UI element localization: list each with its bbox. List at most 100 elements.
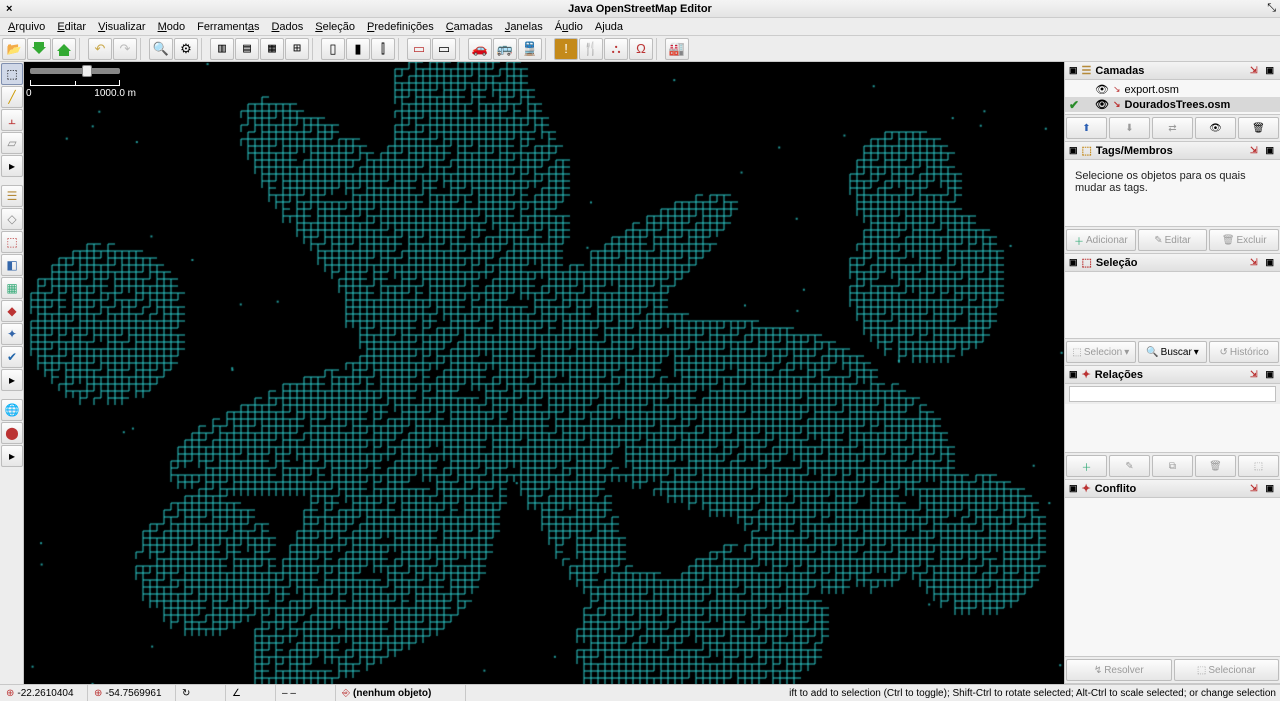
highlight1-button[interactable]: ▯ [321, 38, 345, 60]
tags-close[interactable]: ▣ [1263, 145, 1276, 156]
menu-predefinições[interactable]: Predefinições [361, 19, 440, 35]
relations-pin[interactable]: ⇲ [1248, 369, 1260, 380]
layers-toggle[interactable]: ☰ [1, 185, 23, 207]
layer-row[interactable]: 👁 ↘ export.osm [1065, 82, 1280, 97]
download-button[interactable] [27, 38, 51, 60]
layer-delete-button[interactable]: 🗑 [1238, 117, 1279, 139]
wireframe3-button[interactable]: ▦ [260, 38, 284, 60]
food-preset-button[interactable]: 🍴 [579, 38, 603, 60]
conflict-collapse[interactable]: ▣ [1069, 483, 1078, 494]
menu-ajuda[interactable]: Ajuda [589, 19, 629, 35]
menu-modo[interactable]: Modo [152, 19, 192, 35]
pin-tool[interactable]: ⬤ [1, 422, 23, 444]
relations-icon: ✦ [1082, 368, 1091, 381]
wireframe1-button[interactable]: ▥ [210, 38, 234, 60]
industry-preset-button[interactable]: 🏭 [665, 38, 689, 60]
selection-list-toggle[interactable]: ⬚ [1, 231, 23, 253]
layers-close[interactable]: ▣ [1263, 65, 1276, 76]
relation-edit-button[interactable]: ✎ [1109, 455, 1150, 477]
selection-search-button[interactable]: 🔍Buscar▾ [1138, 341, 1208, 363]
wireframe4-button[interactable]: ⊞ [285, 38, 309, 60]
tags-pin[interactable]: ⇲ [1248, 145, 1260, 156]
open-button[interactable] [2, 38, 26, 60]
paint-style-toggle[interactable]: ◧ [1, 254, 23, 276]
eye-icon[interactable]: 👁 [1095, 98, 1109, 111]
conflict-resolve-button[interactable]: ↯Resolver [1066, 659, 1172, 681]
wall-preset-button[interactable]: ⛬ [604, 38, 628, 60]
window-close-button[interactable]: × [0, 3, 18, 15]
relations-close[interactable]: ▣ [1263, 369, 1276, 380]
selection-history-button[interactable]: ↺Histórico [1209, 341, 1279, 363]
preset-red-button[interactable]: ▭ [407, 38, 431, 60]
layer-activate-button[interactable]: ⇄ [1152, 117, 1193, 139]
conflict-select-button[interactable]: ⬚Selecionar [1174, 659, 1280, 681]
conflict-close[interactable]: ▣ [1263, 483, 1276, 494]
redo-button[interactable]: ↷ [113, 38, 137, 60]
layer-row[interactable]: ✔ 👁 ↘ DouradosTrees.osm [1065, 97, 1280, 112]
map-canvas[interactable]: 0 1000.0 m [24, 62, 1064, 684]
status-hint: ift to add to selection (Ctrl to toggle)… [785, 688, 1280, 699]
zoom-slider[interactable] [30, 68, 120, 74]
layers-pin[interactable]: ⇲ [1248, 65, 1260, 76]
menu-visualizar[interactable]: Visualizar [92, 19, 152, 35]
train-preset-button[interactable]: 🚆 [518, 38, 542, 60]
menu-arquivo[interactable]: Arquivo [2, 19, 51, 35]
expand-tools-1[interactable]: ▸ [1, 155, 23, 177]
expand-tools-2[interactable]: ▸ [1, 369, 23, 391]
validator-toggle[interactable]: ✔ [1, 346, 23, 368]
selection-select-button[interactable]: ⬚Selecion▾ [1066, 341, 1136, 363]
highlight2-button[interactable]: ▮ [346, 38, 370, 60]
tag-edit-button[interactable]: ✎Editar [1138, 229, 1208, 251]
filter-toggle[interactable]: ✦ [1, 323, 23, 345]
relation-select-button[interactable]: ⬚ [1238, 455, 1279, 477]
relation-duplicate-button[interactable]: ⧉ [1152, 455, 1193, 477]
layer-visibility-button[interactable]: 👁 [1195, 117, 1236, 139]
bus-preset-button[interactable]: 🚌 [493, 38, 517, 60]
tag-add-button[interactable]: ＋Adicionar [1066, 229, 1136, 251]
preset-generic-button[interactable]: ▭ [432, 38, 456, 60]
layer-move-up-button[interactable]: ⬆ [1066, 117, 1107, 139]
relations-filter-input[interactable] [1069, 386, 1276, 402]
layer-move-down-button[interactable]: ⬇ [1109, 117, 1150, 139]
preferences-button[interactable]: ⚙ [174, 38, 198, 60]
notes-toggle[interactable]: ◆ [1, 300, 23, 322]
tag-delete-button[interactable]: 🗑Excluir [1209, 229, 1279, 251]
selection-collapse[interactable]: ▣ [1069, 257, 1078, 268]
menu-editar[interactable]: Editar [51, 19, 92, 35]
expand-tools-3[interactable]: ▸ [1, 445, 23, 467]
relations-collapse[interactable]: ▣ [1069, 369, 1078, 380]
left-toolbar: ⬚ ╱ ⫠ ▱ ▸ ☰ ◇ ⬚ ◧ ▦ ◆ ✦ ✔ ▸ 🌐 ⬤ ▸ [0, 62, 24, 684]
menu-camadas[interactable]: Camadas [440, 19, 499, 35]
search-button[interactable]: 🔍 [149, 38, 173, 60]
lasso-tool[interactable]: ◇ [1, 208, 23, 230]
improve-way-tool[interactable]: ⫠ [1, 109, 23, 131]
select-tool[interactable]: ⬚ [1, 63, 23, 85]
eye-icon[interactable]: 👁 [1095, 83, 1109, 96]
relation-delete-button[interactable]: 🗑 [1195, 455, 1236, 477]
selection-pin[interactable]: ⇲ [1248, 257, 1260, 268]
relation-new-button[interactable]: ＋ [1066, 455, 1107, 477]
warning-preset-button[interactable]: ! [554, 38, 578, 60]
undo-button[interactable]: ↶ [88, 38, 112, 60]
building-tool[interactable]: ▱ [1, 132, 23, 154]
tags-collapse[interactable]: ▣ [1069, 145, 1078, 156]
layers-collapse[interactable]: ▣ [1069, 65, 1078, 76]
draw-node-tool[interactable]: ╱ [1, 86, 23, 108]
menu-áudio[interactable]: Áudio [549, 19, 589, 35]
window-maximize-button[interactable]: ⤡ [1267, 2, 1276, 15]
globe-tool[interactable]: 🌐 [1, 399, 23, 421]
minimap-toggle[interactable]: ▦ [1, 277, 23, 299]
menu-seleção[interactable]: Seleção [309, 19, 361, 35]
upload-button[interactable] [52, 38, 76, 60]
bridge-preset-button[interactable]: Ω [629, 38, 653, 60]
wireframe2-button[interactable]: ▤ [235, 38, 259, 60]
menu-janelas[interactable]: Janelas [499, 19, 549, 35]
menu-dados[interactable]: Dados [265, 19, 309, 35]
status-lon: ⊕-54.7569961 [88, 685, 176, 701]
active-layer-check-icon: ✔ [1069, 98, 1079, 112]
menu-ferramentas[interactable]: Ferramentas [191, 19, 265, 35]
selection-close[interactable]: ▣ [1263, 257, 1276, 268]
car-preset-button[interactable]: 🚗 [468, 38, 492, 60]
conflict-pin[interactable]: ⇲ [1248, 483, 1260, 494]
lanes-button[interactable]: ⫿ [371, 38, 395, 60]
